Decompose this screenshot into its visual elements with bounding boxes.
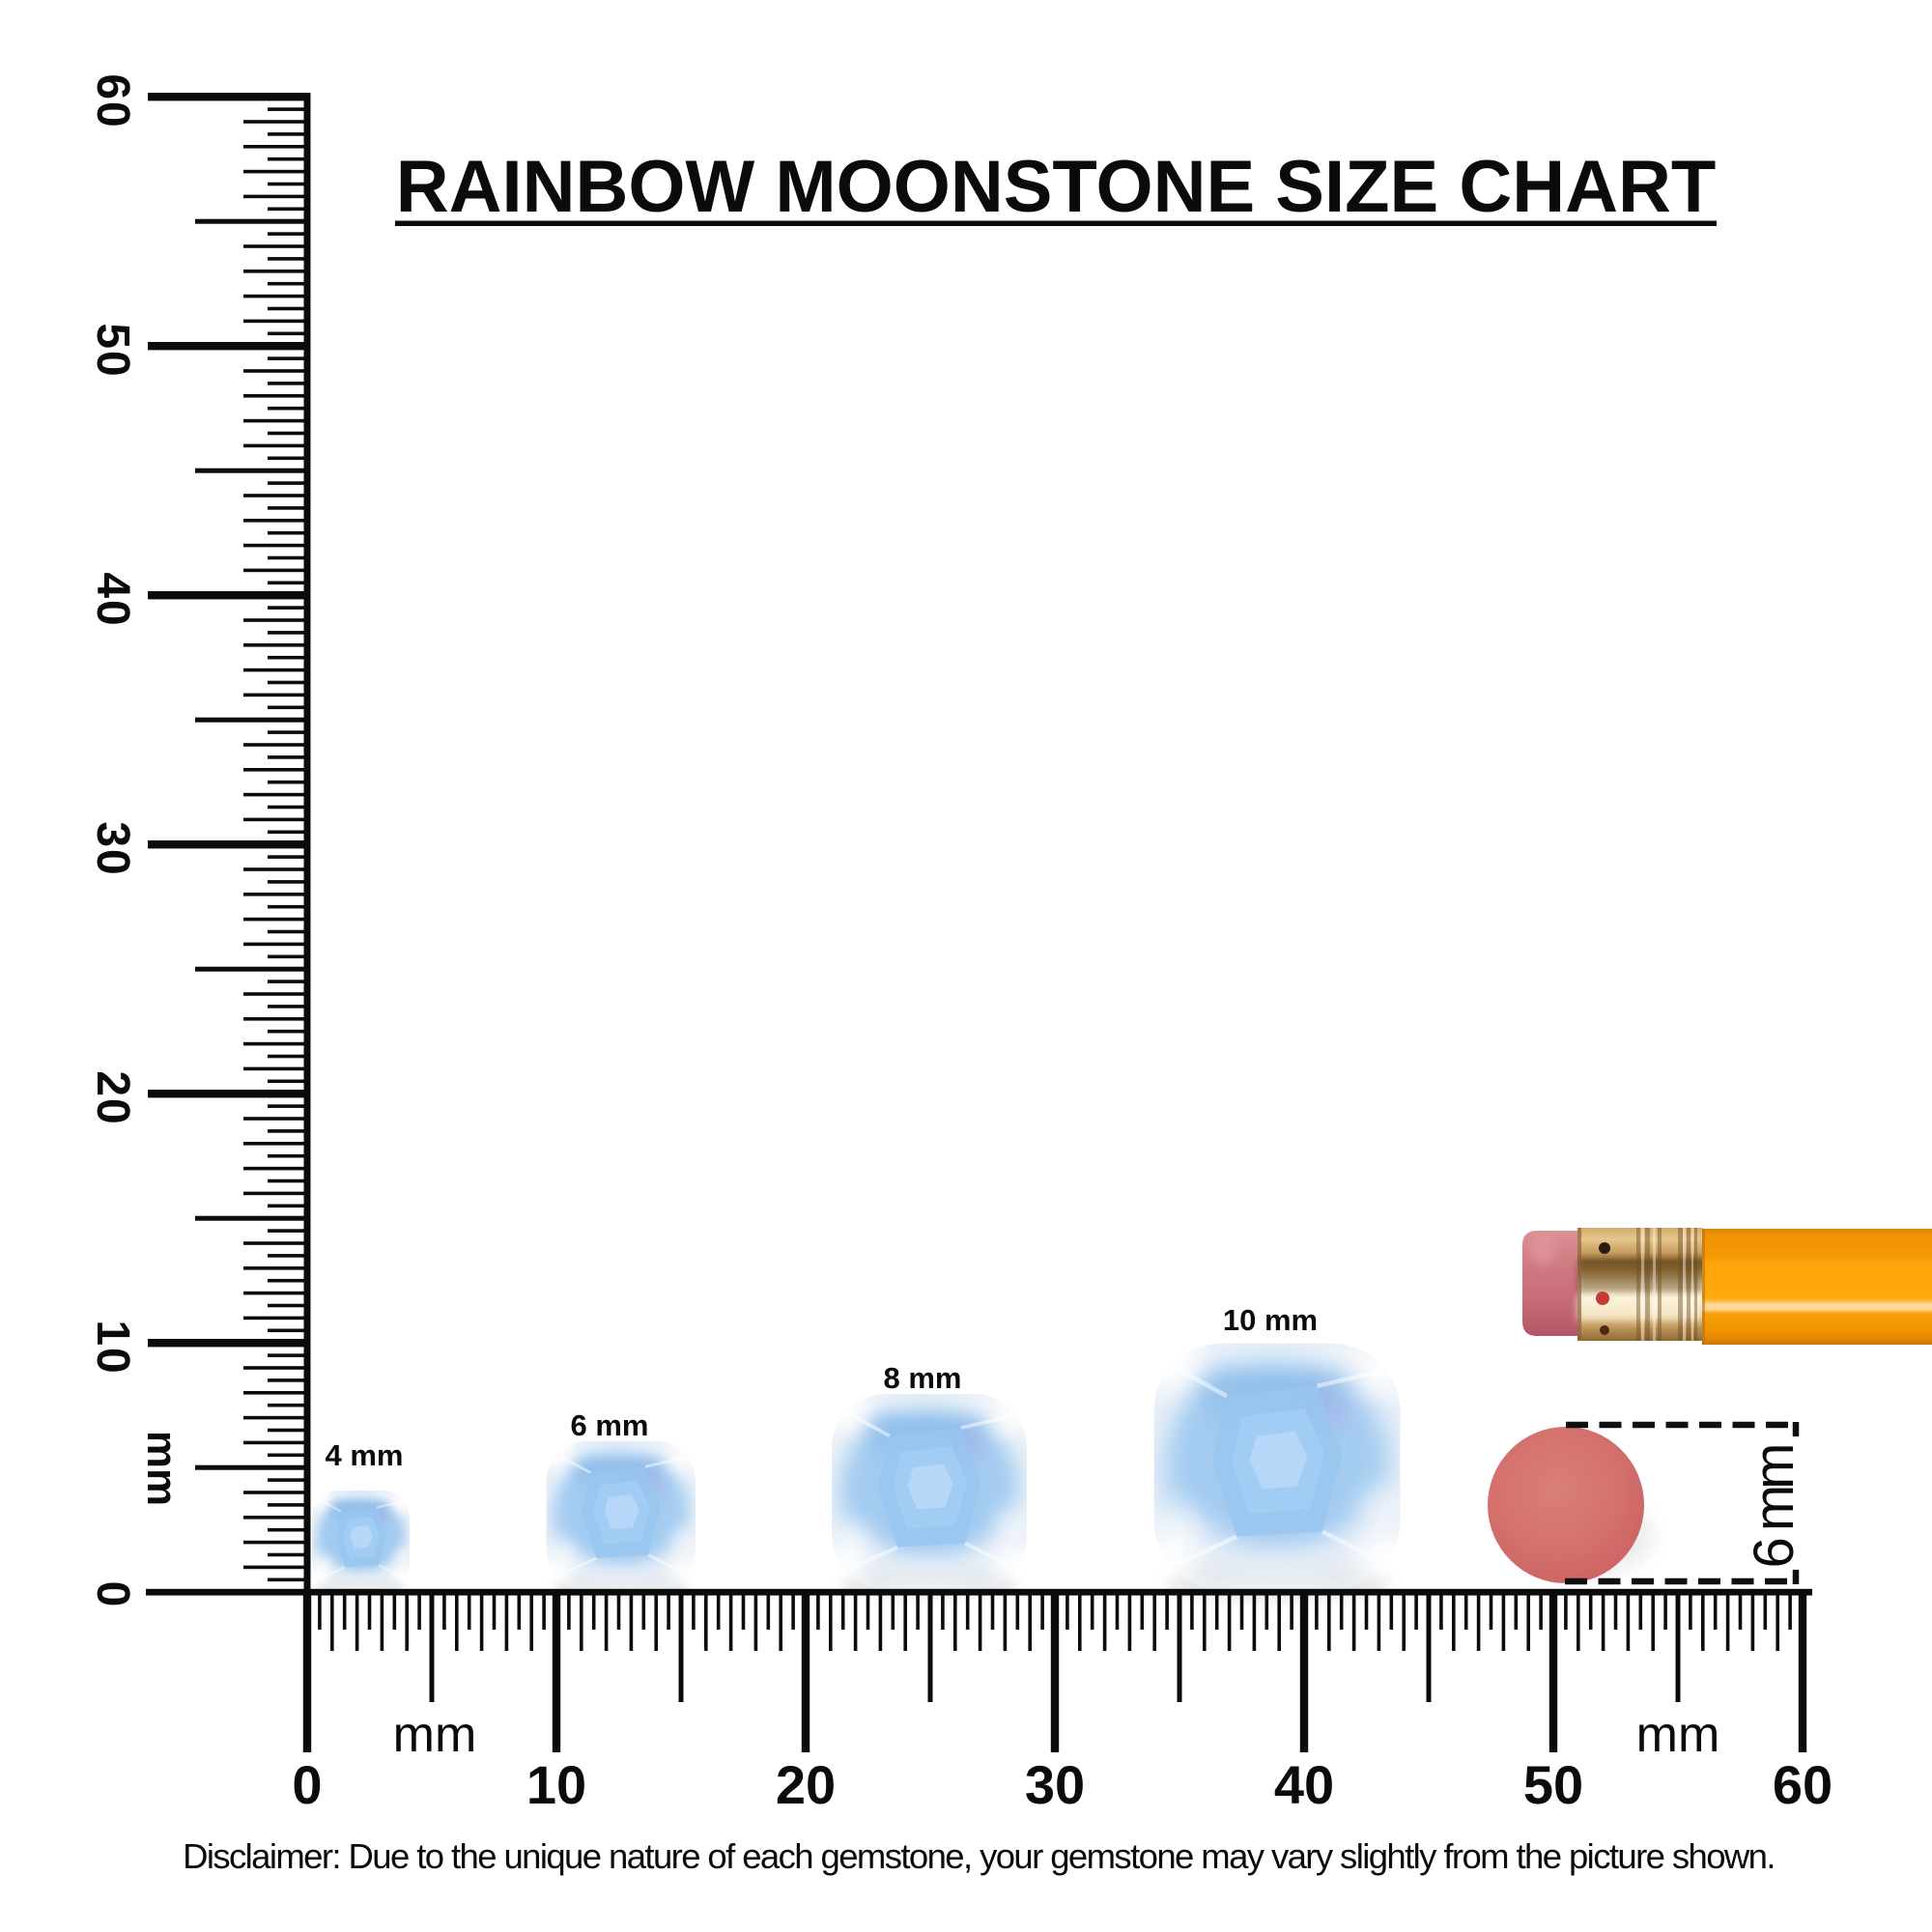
svg-text:0: 0 [292, 1754, 322, 1815]
svg-text:10: 10 [526, 1754, 586, 1815]
svg-text:6 mm: 6 mm [1743, 1446, 1805, 1569]
svg-text:RAINBOW MOONSTONE SIZE CHART: RAINBOW MOONSTONE SIZE CHART [396, 146, 1717, 228]
svg-text:10: 10 [87, 1320, 138, 1375]
svg-text:6 mm: 6 mm [571, 1408, 649, 1442]
svg-text:8 mm: 8 mm [884, 1361, 962, 1395]
svg-text:50: 50 [1523, 1754, 1583, 1815]
svg-text:4 mm: 4 mm [326, 1438, 404, 1472]
svg-text:20: 20 [87, 1070, 138, 1125]
svg-text:50: 50 [87, 323, 138, 378]
svg-text:20: 20 [776, 1754, 836, 1815]
svg-text:60: 60 [87, 73, 138, 128]
svg-text:40: 40 [1274, 1754, 1334, 1815]
svg-text:Disclaimer: Due to the unique: Disclaimer: Due to the unique nature of … [183, 1836, 1775, 1876]
svg-text:30: 30 [87, 821, 138, 876]
svg-text:60: 60 [1773, 1754, 1833, 1815]
svg-text:40: 40 [87, 572, 138, 627]
svg-text:10 mm: 10 mm [1223, 1303, 1318, 1337]
svg-text:30: 30 [1025, 1754, 1085, 1815]
svg-text:0: 0 [87, 1581, 138, 1609]
svg-text:mm: mm [1636, 1707, 1720, 1763]
svg-text:mm: mm [393, 1707, 477, 1763]
svg-text:mm: mm [138, 1431, 185, 1506]
